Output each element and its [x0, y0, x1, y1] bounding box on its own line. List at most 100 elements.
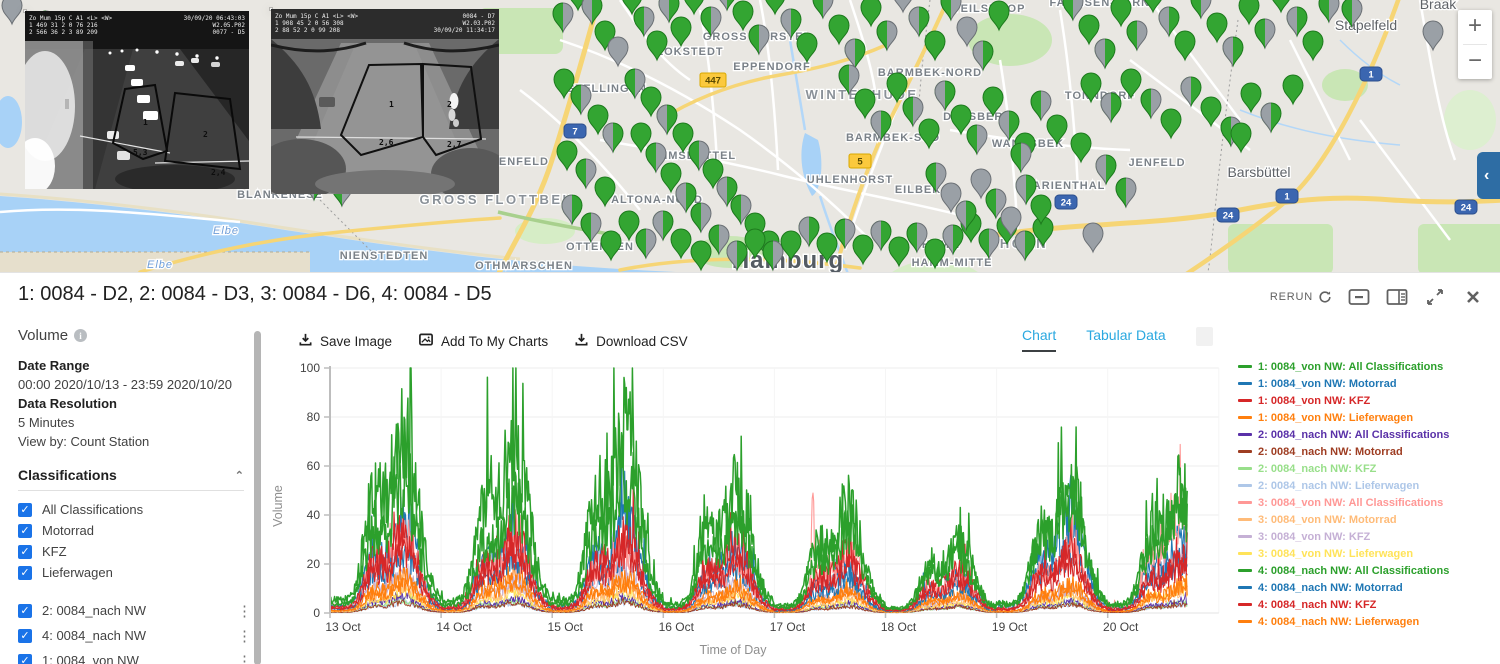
map-marker-pin[interactable] — [633, 6, 655, 38]
map-marker-pin[interactable] — [575, 158, 597, 190]
volume-chart[interactable]: 0 20 40 60 80 100 13 Oct 14 Oct 15 Oct 16 Oct 17 O… — [268, 356, 1223, 664]
tab-tabular-data[interactable]: Tabular Data — [1086, 327, 1166, 343]
rerun-button[interactable]: RERUN — [1270, 290, 1332, 304]
map-marker-pin[interactable] — [852, 234, 874, 266]
map-marker-pin[interactable] — [561, 194, 583, 226]
download-csv-button[interactable]: Download CSV — [574, 332, 688, 350]
add-to-my-charts-button[interactable]: Add To My Charts — [418, 332, 548, 350]
map-marker-pin[interactable] — [798, 216, 820, 248]
map-marker-pin[interactable] — [970, 168, 992, 200]
map-marker-pin[interactable] — [1046, 114, 1068, 146]
station-checkbox-row[interactable]: ✓ 2: 0084_nach NW ⋮ — [18, 598, 252, 623]
map-marker-pin[interactable] — [640, 86, 662, 118]
map-marker-pin[interactable] — [893, 0, 913, 14]
map-marker-pin[interactable] — [888, 236, 910, 268]
map-marker-pin[interactable] — [708, 224, 730, 256]
map-marker-pin[interactable] — [553, 68, 575, 100]
map-marker-pin[interactable] — [1014, 230, 1036, 262]
info-icon[interactable]: i — [74, 329, 88, 342]
map-marker-pin[interactable] — [646, 30, 668, 62]
kebab-menu-icon[interactable]: ⋮ — [237, 602, 252, 620]
legend-item[interactable]: 4: 0084_nach NW: KFZ — [1238, 596, 1490, 613]
kebab-menu-icon[interactable]: ⋮ — [237, 652, 252, 664]
map-marker-pin[interactable] — [918, 118, 940, 150]
minimize-panel-button[interactable] — [1348, 287, 1370, 307]
map-marker-pin[interactable] — [1318, 0, 1340, 24]
kebab-menu-icon[interactable]: ⋮ — [237, 627, 252, 645]
checkbox-checked-icon[interactable]: ✓ — [18, 565, 32, 580]
map-marker-pin[interactable] — [684, 0, 704, 16]
map-marker-pin[interactable] — [1100, 92, 1122, 124]
map-marker-pin[interactable] — [672, 122, 694, 154]
map-marker-pin[interactable] — [1230, 122, 1252, 154]
map-marker-pin[interactable] — [552, 2, 574, 34]
map-marker-pin[interactable] — [1200, 96, 1222, 128]
map-marker-pin[interactable] — [955, 200, 977, 232]
map-marker-pin[interactable] — [816, 232, 838, 264]
map-marker-pin[interactable] — [1260, 102, 1282, 134]
map-marker-pin[interactable] — [594, 20, 616, 52]
map-marker-pin[interactable] — [744, 212, 766, 244]
map-marker-pin[interactable] — [1190, 0, 1212, 20]
map-marker-pin[interactable] — [1094, 38, 1116, 70]
map-marker-pin[interactable] — [1062, 0, 1084, 22]
station-checkbox-row[interactable]: ✓ 4: 0084_nach NW ⋮ — [18, 623, 252, 648]
map-marker-pin[interactable] — [607, 36, 629, 68]
map-marker-pin[interactable] — [902, 96, 924, 128]
map-marker-pin[interactable] — [812, 0, 834, 20]
classification-checkbox-row[interactable]: ✓ All Classifications — [18, 499, 244, 520]
checkbox-checked-icon[interactable]: ✓ — [18, 628, 32, 643]
map-marker-pin[interactable] — [796, 32, 818, 64]
map-marker-pin[interactable] — [726, 240, 748, 272]
map-marker-pin[interactable] — [587, 104, 609, 136]
chevron-up-icon[interactable]: ⌃ — [234, 469, 244, 482]
map-marker-pin[interactable] — [838, 64, 860, 96]
map-marker-pin[interactable] — [876, 20, 898, 52]
map-marker-pin[interactable] — [1238, 0, 1260, 26]
map-marker-pin[interactable] — [1030, 90, 1052, 122]
classifications-header[interactable]: Classifications ⌃ — [18, 467, 244, 491]
close-panel-button[interactable] — [1462, 287, 1484, 307]
map-marker-pin[interactable] — [1115, 177, 1137, 209]
map-marker-pin[interactable] — [630, 122, 652, 154]
map-marker-pin[interactable] — [732, 0, 754, 32]
map-marker-pin[interactable] — [940, 182, 962, 214]
map-marker-pin[interactable] — [908, 6, 930, 38]
map-marker-pin[interactable] — [670, 228, 692, 260]
map-marker-pin[interactable] — [1302, 30, 1324, 62]
map-marker-pin[interactable] — [1095, 154, 1117, 186]
legend-item[interactable]: 1: 0084_von NW: Motorrad — [1238, 375, 1490, 392]
map-marker-pin[interactable] — [1078, 14, 1100, 46]
map-marker-pin[interactable] — [854, 88, 876, 120]
map-marker-pin[interactable] — [988, 0, 1010, 32]
legend-item[interactable]: 1: 0084_von NW: Lieferwagen — [1238, 409, 1490, 426]
map-marker-pin[interactable] — [924, 238, 946, 270]
map-marker-pin[interactable] — [1240, 82, 1262, 114]
map-marker-pin[interactable] — [998, 110, 1020, 142]
camera-popup-1[interactable]: 1 2 5,3 2,4 Zo Mum 15p C A1 <L> <W> 1 46… — [24, 10, 249, 189]
map-marker-pin[interactable] — [924, 30, 946, 62]
zoom-out-button[interactable]: − — [1467, 47, 1482, 74]
tab-chart[interactable]: Chart — [1022, 327, 1057, 352]
map-marker-pin[interactable] — [1015, 174, 1037, 206]
map-marker-pin[interactable] — [670, 16, 692, 48]
map-marker-pin[interactable] — [765, 0, 785, 16]
map-marker-pin[interactable] — [860, 0, 882, 28]
map-marker-pin[interactable] — [1282, 74, 1304, 106]
map-marker-pin[interactable] — [1010, 142, 1032, 174]
map-marker-pin[interactable] — [656, 104, 678, 136]
map-marker-pin[interactable] — [744, 228, 766, 260]
map-marker-pin[interactable] — [1030, 194, 1052, 226]
map-marker-pin[interactable] — [652, 210, 674, 242]
toggle-legend-button[interactable] — [1386, 287, 1408, 307]
map-marker-pin[interactable] — [780, 8, 802, 40]
map-marker-pin[interactable] — [834, 218, 856, 250]
map-marker-pin[interactable] — [982, 86, 1004, 118]
map-marker-pin[interactable] — [624, 68, 646, 100]
map-marker-pin[interactable] — [748, 24, 770, 56]
map-marker-pin[interactable] — [594, 176, 616, 208]
map-marker-pin[interactable] — [956, 16, 978, 48]
map-marker-pin[interactable] — [828, 14, 850, 46]
checkbox-checked-icon[interactable]: ✓ — [18, 603, 32, 618]
checkbox-checked-icon[interactable]: ✓ — [18, 523, 32, 538]
